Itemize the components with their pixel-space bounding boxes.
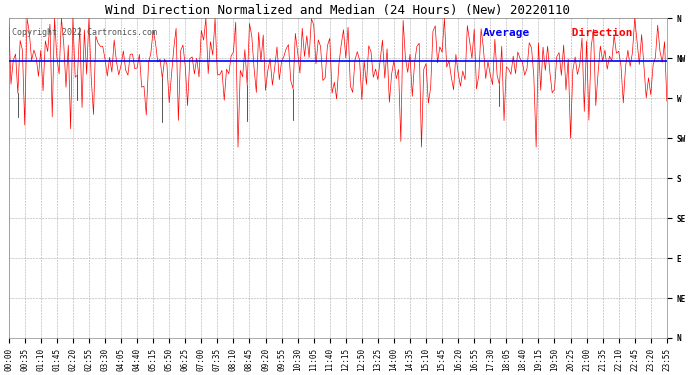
Text: Copyright 2022 Cartronics.com: Copyright 2022 Cartronics.com — [12, 28, 157, 37]
Title: Wind Direction Normalized and Median (24 Hours) (New) 20220110: Wind Direction Normalized and Median (24… — [106, 4, 570, 17]
Text: Direction: Direction — [565, 28, 632, 38]
Text: Average: Average — [482, 28, 530, 38]
